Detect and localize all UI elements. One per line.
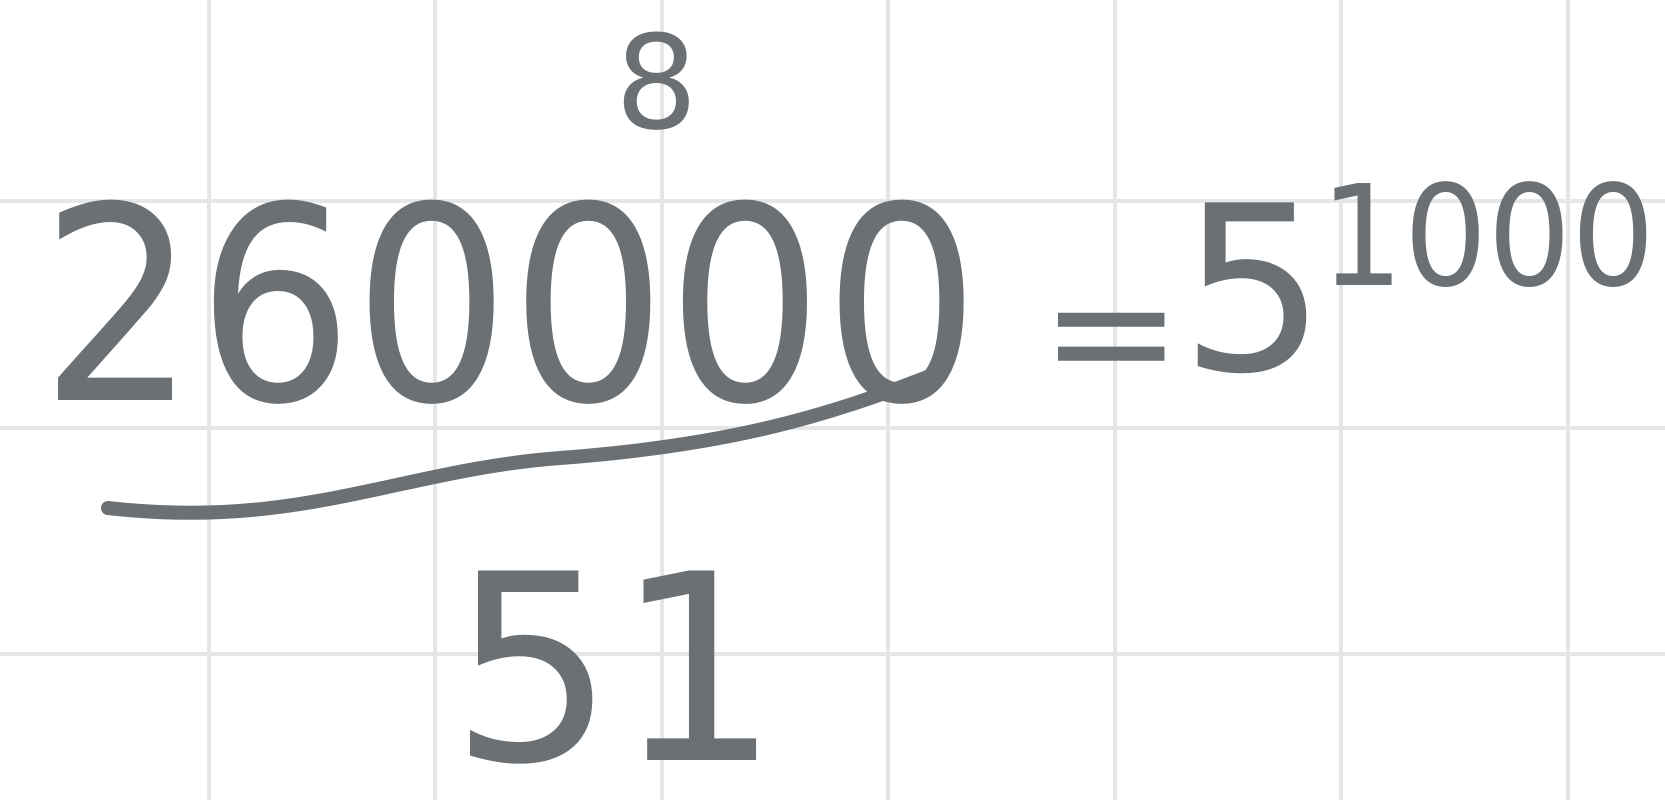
denominator: 51 bbox=[450, 520, 780, 800]
result-exponent: 1000 bbox=[1320, 156, 1655, 319]
fraction-bar bbox=[101, 365, 947, 520]
result-base: 5 bbox=[1180, 158, 1326, 425]
numerator: 260000 bbox=[40, 149, 980, 464]
equals-sign: = bbox=[1040, 233, 1182, 431]
superscript: 8 bbox=[615, 7, 698, 159]
